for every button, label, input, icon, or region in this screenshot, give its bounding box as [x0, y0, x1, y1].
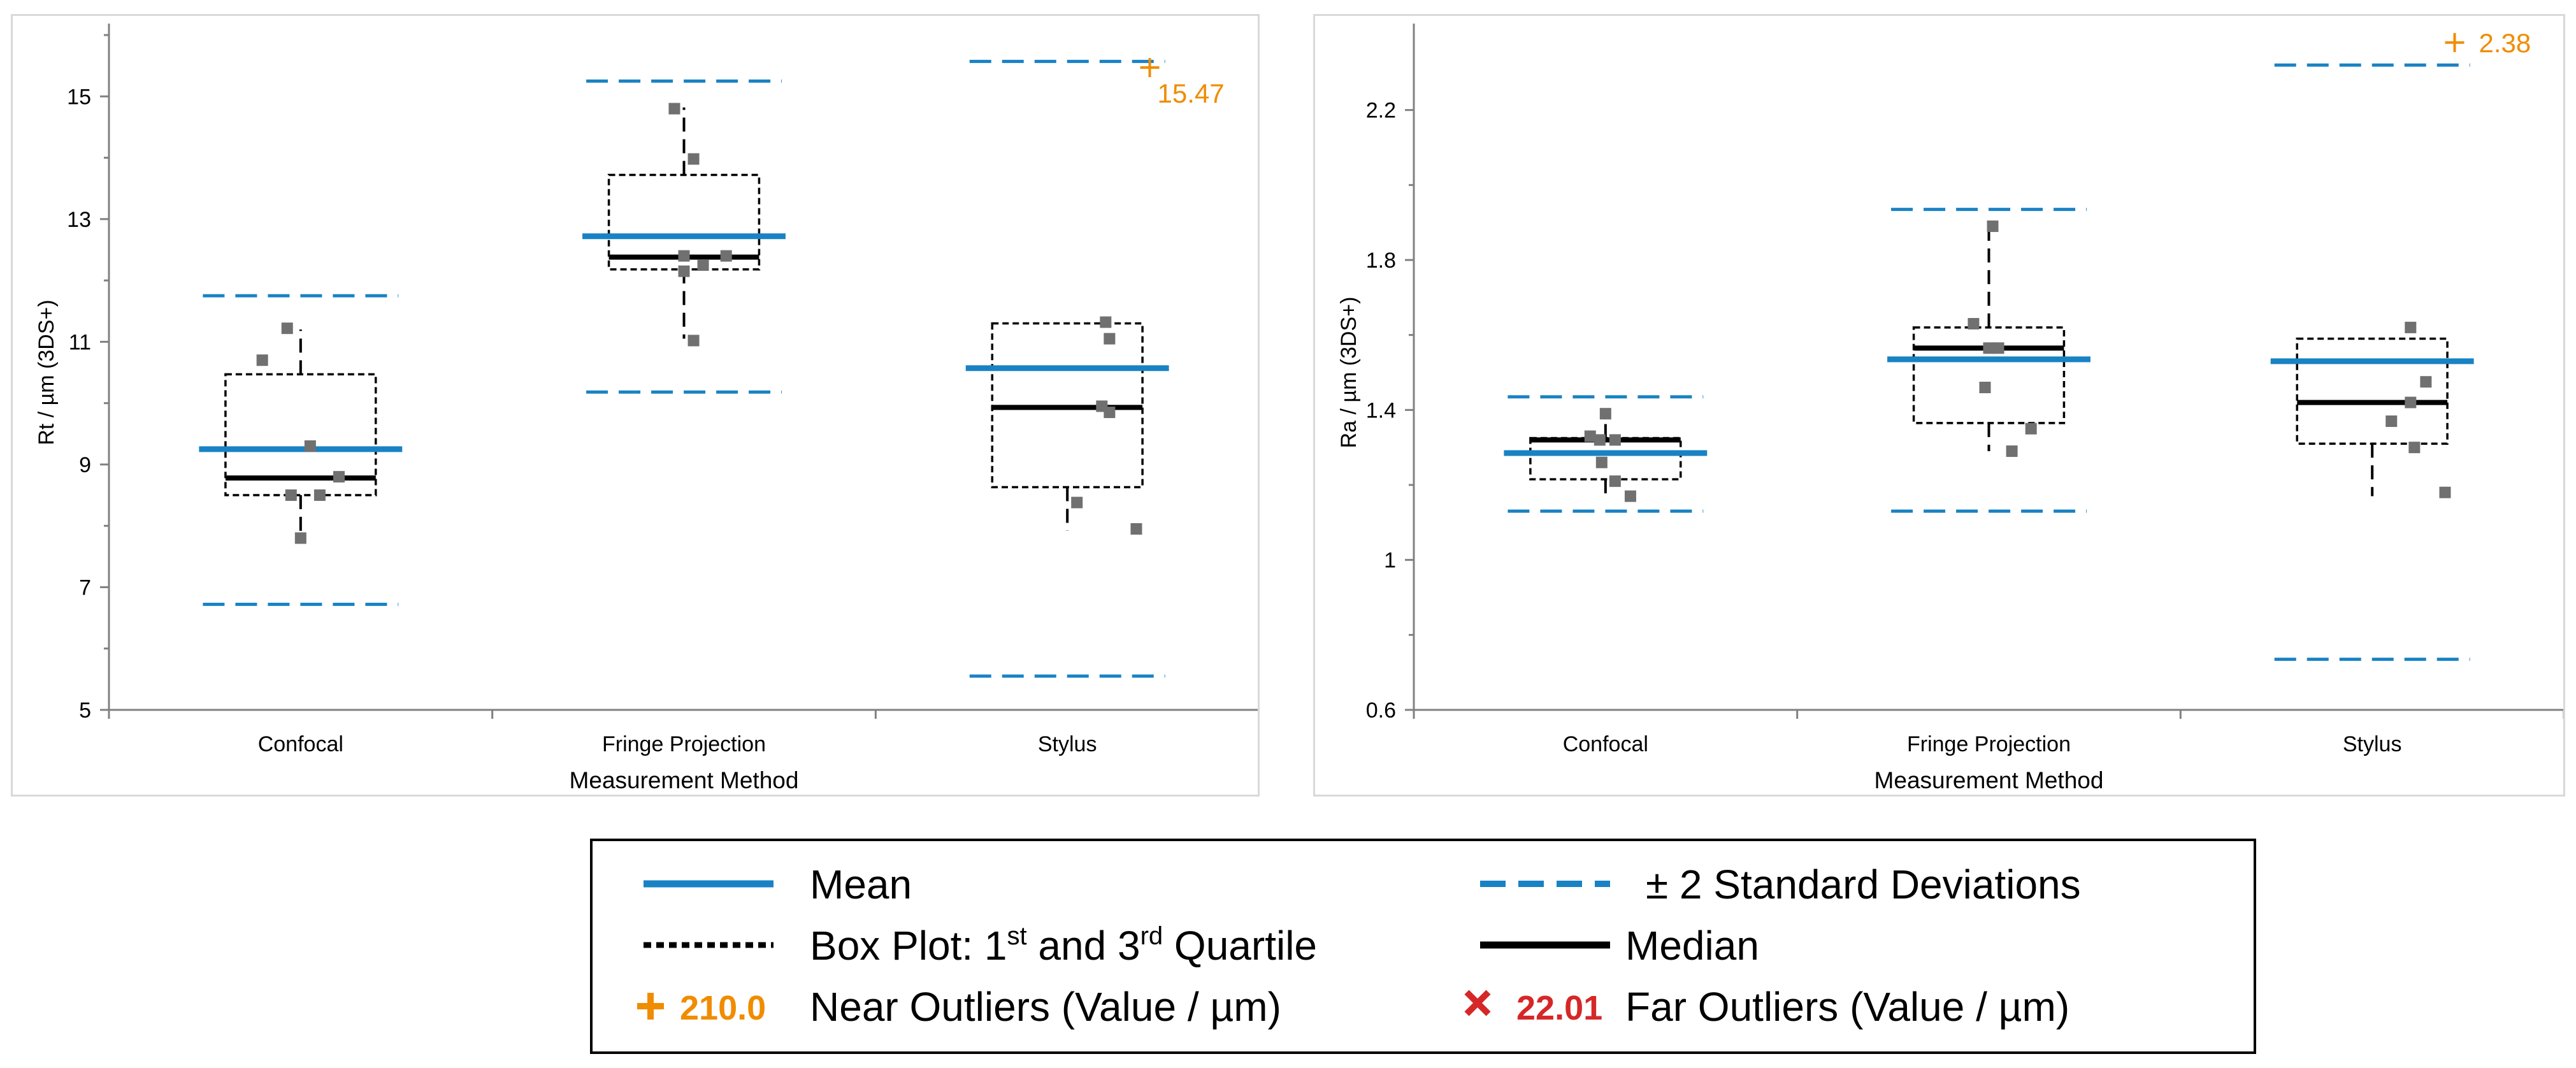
data-point: [294, 532, 306, 544]
data-point: [2405, 396, 2417, 408]
legend-far-outlier-icon: [1464, 990, 1491, 1016]
data-point: [1992, 342, 2004, 354]
data-point: [1609, 434, 1621, 446]
x-tick-label: Confocal: [1563, 732, 1648, 756]
legend-median-label: Median: [1625, 923, 1759, 969]
y-tick-label: 1: [1384, 549, 1396, 573]
legend-near-outlier-label: Near Outliers (Value / µm): [810, 984, 1281, 1030]
data-point: [1130, 523, 1142, 535]
x-tick-label: Confocal: [258, 732, 343, 756]
data-point: [678, 250, 690, 262]
x-axis-title: Measurement Method: [1874, 767, 2104, 793]
data-point: [1968, 318, 1980, 330]
data-point: [2385, 415, 2398, 427]
y-tick-label: 5: [79, 698, 91, 723]
chart-rt: 5 7 9 11 13 15 Confocal Fringe Projection Stylus…: [34, 24, 1260, 793]
y-tick-label: 1.4: [1366, 398, 1396, 422]
data-point: [333, 471, 345, 483]
data-point: [281, 322, 293, 335]
data-point: [720, 250, 732, 262]
data-point: [313, 489, 326, 502]
data-point: [1979, 382, 1991, 394]
x-axis-title: Measurement Method: [570, 767, 799, 793]
data-point: [1595, 456, 1608, 468]
data-point: [2408, 442, 2421, 454]
data-point: [2025, 422, 2037, 435]
data-point: [1987, 220, 1999, 233]
data-point: [285, 489, 297, 502]
x-tick-label: Fringe Projection: [1907, 732, 2071, 756]
y-tick-label: 1.8: [1366, 249, 1396, 273]
x-tick-label: Fringe Projection: [602, 732, 766, 756]
y-tick-label: 7: [79, 575, 91, 600]
y-tick-label: 15: [67, 85, 91, 109]
data-point: [678, 265, 690, 277]
x-tick-label: Stylus: [1038, 732, 1097, 756]
legend: Mean ± 2 Standard Deviations Box Plot: 1…: [590, 839, 2256, 1054]
data-point: [1983, 342, 1995, 354]
data-point: [1624, 490, 1636, 502]
y-axis-title: Rt / µm (3DS+): [34, 299, 59, 445]
y-tick-label: 2.2: [1366, 99, 1396, 123]
data-point: [256, 354, 268, 366]
data-point: [1071, 496, 1083, 509]
box-iqr: [2296, 337, 2449, 445]
data-point: [687, 153, 700, 165]
legend-far-outlier-label: Far Outliers (Value / µm): [1625, 984, 2069, 1030]
data-point: [2405, 321, 2417, 333]
legend-near-outlier-value: 210.0: [680, 989, 766, 1027]
data-point: [1599, 408, 1611, 420]
data-point: [2006, 445, 2018, 458]
data-point: [2420, 376, 2432, 388]
y-axis-title: Ra / µm (3DS+): [1337, 297, 1361, 449]
data-point: [687, 335, 700, 347]
data-point: [2439, 486, 2451, 498]
near-outlier-label: 15.47: [1158, 78, 1225, 108]
x-tick-label: Stylus: [2343, 732, 2402, 756]
data-point: [1584, 430, 1596, 442]
chart-panel-ra: 0.6 1 1.4 1.8 2.2 Confocal Fringe Projection St…: [1313, 14, 2565, 797]
data-point: [1609, 475, 1621, 487]
data-point: [1104, 407, 1116, 419]
data-point: [1100, 316, 1112, 328]
data-point: [1594, 434, 1606, 446]
y-tick-label: 0.6: [1366, 698, 1396, 723]
box-iqr: [224, 373, 377, 496]
data-point: [304, 440, 316, 452]
y-tick-label: 13: [67, 208, 91, 232]
legend-box-label: Box Plot: 1st and 3rd Quartile: [810, 922, 1317, 969]
legend-mean-label: Mean: [810, 862, 912, 907]
box-iqr: [1912, 326, 2066, 424]
y-tick-label: 11: [69, 330, 91, 354]
data-point: [668, 103, 680, 115]
legend-near-outlier-icon: [637, 993, 664, 1020]
data-point: [697, 259, 709, 271]
legend-far-outlier-value: 22.01: [1516, 989, 1602, 1027]
legend-sd-label: ± 2 Standard Deviations: [1646, 862, 2081, 907]
chart-ra: 0.6 1 1.4 1.8 2.2 Confocal Fringe Projection St…: [1337, 24, 2565, 793]
data-point: [1104, 333, 1116, 345]
chart-panel-rt: 5 7 9 11 13 15 Confocal Fringe Projection Stylus…: [11, 14, 1260, 797]
legend-graphic: Mean ± 2 Standard Deviations Box Plot: 1…: [637, 862, 2081, 1030]
y-tick-label: 9: [79, 453, 91, 477]
near-outlier-label: 2.38: [2479, 28, 2531, 58]
